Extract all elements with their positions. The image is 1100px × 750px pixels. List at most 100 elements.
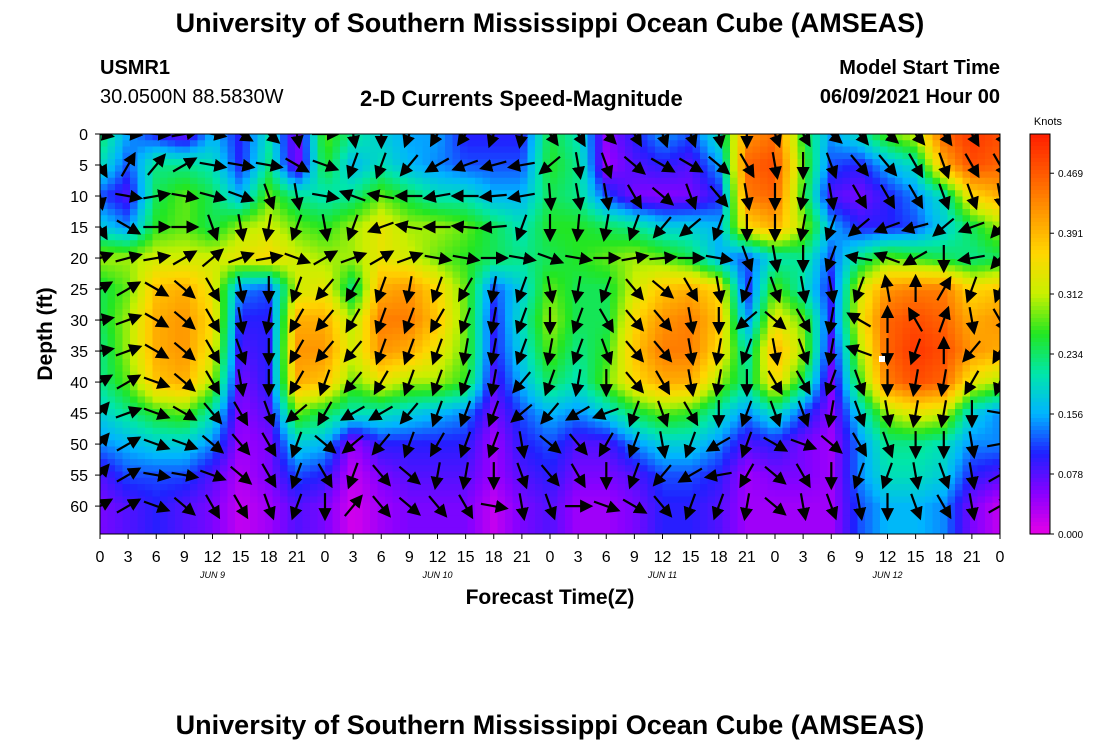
heatmap-cell xyxy=(490,190,499,198)
heatmap-cell xyxy=(895,384,904,391)
heatmap-cell xyxy=(392,352,401,360)
heatmap-cell xyxy=(415,134,424,141)
heatmap-cell xyxy=(130,265,139,273)
heatmap-cell xyxy=(707,171,716,179)
heatmap-cell xyxy=(265,177,274,185)
heatmap-cell xyxy=(887,265,896,273)
heatmap-cell xyxy=(295,221,304,229)
heatmap-cell xyxy=(167,159,176,166)
heatmap-cell xyxy=(737,277,746,285)
heatmap-cell xyxy=(677,365,686,373)
heatmap-cell xyxy=(205,240,214,248)
heatmap-cell xyxy=(542,334,551,341)
heatmap-cell xyxy=(167,327,176,335)
heatmap-cell xyxy=(737,271,746,279)
heatmap-cell xyxy=(227,302,236,310)
heatmap-cell xyxy=(827,177,836,185)
heatmap-cell xyxy=(647,359,656,366)
heatmap-cell xyxy=(152,146,161,154)
heatmap-cell xyxy=(977,259,986,266)
heatmap-cell xyxy=(347,371,356,379)
heatmap-cell xyxy=(925,334,934,341)
heatmap-cell xyxy=(325,140,334,148)
heatmap-cell xyxy=(842,227,851,235)
heatmap-cell xyxy=(265,334,274,341)
heatmap-cell xyxy=(670,296,679,304)
heatmap-cell xyxy=(205,384,214,391)
heatmap-cell xyxy=(317,246,326,254)
heatmap-cell xyxy=(415,240,424,248)
heatmap-cell xyxy=(640,315,649,323)
heatmap-cell xyxy=(722,265,731,273)
heatmap-cell xyxy=(797,252,806,260)
heatmap-cell xyxy=(362,140,371,148)
heatmap-cell xyxy=(175,227,184,235)
heatmap-cell xyxy=(220,259,229,266)
heatmap-cell xyxy=(115,227,124,235)
heatmap-cell xyxy=(347,240,356,248)
heatmap-cell xyxy=(820,152,829,160)
heatmap-cell xyxy=(475,152,484,160)
heatmap-cell xyxy=(122,352,131,360)
heatmap-cell xyxy=(265,152,274,160)
heatmap-cell xyxy=(145,165,154,173)
heatmap-cell xyxy=(392,165,401,173)
heatmap-cell xyxy=(152,215,161,223)
heatmap-cell xyxy=(625,346,634,354)
heatmap-cell xyxy=(685,334,694,341)
heatmap-cell xyxy=(385,321,394,329)
heatmap-cell xyxy=(400,215,409,223)
heatmap-cell xyxy=(227,315,236,323)
heatmap-cell xyxy=(167,215,176,223)
heatmap-cell xyxy=(302,315,311,323)
heatmap-cell xyxy=(175,327,184,335)
heatmap-cell xyxy=(535,346,544,354)
heatmap-cell xyxy=(392,390,401,398)
heatmap-cell xyxy=(280,240,289,248)
heatmap-cell xyxy=(340,302,349,310)
heatmap-cell xyxy=(595,315,604,323)
heatmap-cell xyxy=(737,227,746,235)
heatmap-cell xyxy=(925,315,934,323)
heatmap-cell xyxy=(812,159,821,166)
heatmap-cell xyxy=(722,340,731,348)
heatmap-cell xyxy=(422,309,431,316)
chart-title: 2-D Currents Speed-Magnitude xyxy=(360,86,683,111)
heatmap-cell xyxy=(902,134,911,141)
heatmap-cell xyxy=(970,359,979,366)
heatmap-cell xyxy=(557,140,566,148)
heatmap-cell xyxy=(865,327,874,335)
heatmap-cell xyxy=(752,365,761,373)
heatmap-cell xyxy=(842,377,851,385)
heatmap-cell xyxy=(115,196,124,204)
heatmap-cell xyxy=(760,290,769,298)
heatmap-cell xyxy=(992,159,1000,166)
heatmap-cell xyxy=(527,265,536,273)
heatmap-cell xyxy=(850,359,859,366)
heatmap-cell xyxy=(730,252,739,260)
heatmap-cell xyxy=(475,327,484,335)
heatmap-cell xyxy=(985,221,994,229)
heatmap-cell xyxy=(640,265,649,273)
heatmap-cell xyxy=(842,265,851,273)
heatmap-cell xyxy=(542,302,551,310)
heatmap-cell xyxy=(565,352,574,360)
heatmap-cell xyxy=(280,259,289,266)
heatmap-cell xyxy=(835,196,844,204)
heatmap-cell xyxy=(287,315,296,323)
heatmap-cell xyxy=(610,184,619,191)
heatmap-cell xyxy=(482,265,491,273)
heatmap-cell xyxy=(295,171,304,179)
heatmap-cell xyxy=(737,309,746,316)
heatmap-cell xyxy=(257,209,266,216)
heatmap-cell xyxy=(752,346,761,354)
heatmap-cell xyxy=(325,259,334,266)
heatmap-cell xyxy=(152,271,161,279)
heatmap-cell xyxy=(962,215,971,223)
heatmap-cell xyxy=(565,271,574,279)
heatmap-cell xyxy=(640,159,649,166)
heatmap-cell xyxy=(782,202,791,210)
heatmap-cell xyxy=(842,296,851,304)
heatmap-cell xyxy=(842,290,851,298)
heatmap-cell xyxy=(272,190,281,198)
